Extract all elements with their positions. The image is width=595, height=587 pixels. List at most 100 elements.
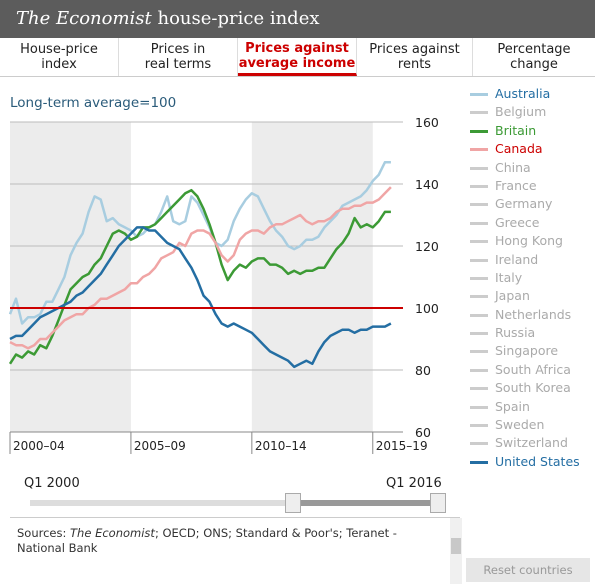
legend-item-italy[interactable]: Italy [470,270,595,288]
legend-item-switzerland[interactable]: Switzerland [470,435,595,453]
legend-item-australia[interactable]: Australia [470,86,595,104]
legend-swatch [470,221,488,225]
slider-start-handle[interactable] [285,493,302,513]
period-band [251,122,373,432]
legend-label: Sweden [495,417,545,433]
chart-area: Long-term average=100 2000–04 2005–09 2010–… [0,77,595,457]
y-tick-label: 80 [415,363,431,378]
legend-item-china[interactable]: China [470,160,595,178]
x-tick-label: 2000–04 [13,439,65,453]
x-tick-label: 2005–09 [134,439,186,453]
legend-item-spain[interactable]: Spain [470,399,595,417]
legend-label: Hong Kong [495,233,563,249]
legend-label: South Korea [495,380,571,396]
sources-panel: Sources: The Economist; OECD; ONS; Stand… [10,517,462,584]
legend-swatch [470,424,488,428]
legend-swatch [470,460,488,464]
legend-label: Ireland [495,251,539,267]
legend-item-belgium[interactable]: Belgium [470,104,595,122]
legend-label: Greece [495,214,540,230]
legend-label: South Africa [495,361,571,377]
legend-item-hong-kong[interactable]: Hong Kong [470,233,595,251]
legend-label: Japan [495,288,530,304]
slider-end-label: Q1 2016 [386,476,442,491]
legend-label: Australia [495,86,551,101]
tab-prices-against-average-income[interactable]: Prices against average income [238,38,357,76]
y-tick-label: 160 [415,115,439,130]
tab-prices-against-rents[interactable]: Prices against rents [357,38,473,76]
date-range-slider: Q1 2000 Q1 2016 [0,462,460,517]
legend-swatch [470,368,488,372]
page-title: The Economist house-price index [16,8,320,29]
legend-swatch [470,313,488,317]
slider-selected-range [292,500,440,506]
legend-swatch [470,240,488,244]
legend-item-south-korea[interactable]: South Korea [470,380,595,398]
legend-item-south-africa[interactable]: South Africa [470,362,595,380]
legend-swatch [470,442,488,446]
slider-end-handle[interactable] [430,493,446,513]
legend-item-united-states[interactable]: United States [470,454,595,472]
legend-item-sweden[interactable]: Sweden [470,417,595,435]
legend-swatch [470,111,488,115]
legend-label: Canada [495,141,543,157]
legend-swatch [470,258,488,262]
legend-label: Germany [495,196,553,212]
series-line-united-states [9,226,392,369]
legend-swatch [470,276,488,280]
legend-swatch [470,350,488,354]
legend-item-japan[interactable]: Japan [470,288,595,306]
legend-label: Russia [495,325,536,341]
legend-swatch [470,93,488,96]
slider-start-label: Q1 2000 [24,476,80,491]
legend-swatch [470,148,488,152]
legend-label: France [495,177,537,193]
slider-track[interactable] [30,500,440,506]
legend-swatch [470,184,488,188]
y-tick-label: 100 [415,301,439,316]
legend-item-netherlands[interactable]: Netherlands [470,307,595,325]
period-band [10,122,131,432]
tab-house-price-index[interactable]: House-price index [0,38,119,76]
sources-scrollbar[interactable] [450,518,462,584]
legend-item-france[interactable]: France [470,178,595,196]
legend-label: Singapore [495,343,559,359]
legend-swatch [470,166,488,170]
legend-label: Switzerland [495,435,568,451]
y-tick-label: 60 [415,425,431,440]
legend-label: Netherlands [495,306,572,322]
legend-swatch [470,405,488,409]
legend-item-ireland[interactable]: Ireland [470,252,595,270]
x-tick-label: 2010–14 [255,439,307,453]
series-line-britain [8,188,391,365]
line-chart: Long-term average=100 2000–04 2005–09 2010–… [8,95,439,454]
scrollbar-thumb[interactable] [451,538,461,554]
y-tick-label: 140 [415,177,439,192]
legend-item-greece[interactable]: Greece [470,215,595,233]
legend-label: Belgium [495,104,547,120]
x-tick-label: 2015–19 [376,439,428,453]
legend-label: China [495,159,531,175]
tab-bar: House-price index Prices in real terms P… [0,38,595,77]
tab-prices-in-real-terms[interactable]: Prices in real terms [119,38,238,76]
legend-item-singapore[interactable]: Singapore [470,343,595,361]
legend-item-germany[interactable]: Germany [470,196,595,214]
legend-swatch [470,129,488,133]
title-bar: The Economist house-price index [0,0,595,38]
legend-swatch [470,203,488,207]
legend-item-britain[interactable]: Britain [470,123,595,141]
reset-countries-button[interactable]: Reset countries [466,558,590,582]
legend-item-canada[interactable]: Canada [470,141,595,159]
tab-percentage-change[interactable]: Percentage change [497,42,571,72]
legend-label: Italy [495,269,523,285]
y-tick-label: 120 [415,239,439,254]
legend-swatch [470,332,488,336]
sources-text: Sources: The Economist; OECD; ONS; Stand… [17,526,397,555]
legend-item-russia[interactable]: Russia [470,325,595,343]
legend-swatch [470,295,488,299]
legend-label: Britain [495,122,537,138]
legend-label: United States [495,453,580,469]
series-line-canada [9,186,392,350]
series-line-australia [8,161,391,325]
legend-label: Spain [495,398,530,414]
